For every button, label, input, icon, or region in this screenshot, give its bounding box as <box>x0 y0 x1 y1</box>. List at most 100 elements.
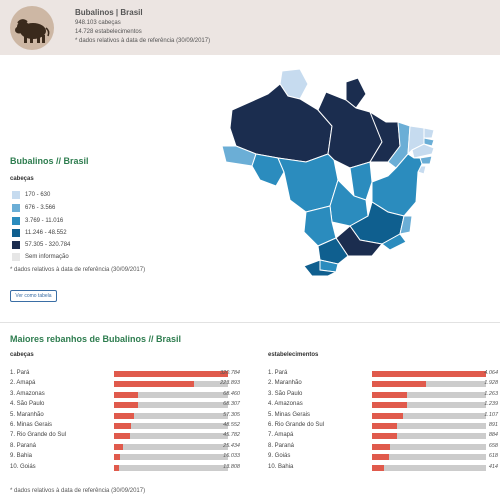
bar-fill <box>372 454 390 461</box>
ranking-reference-note: * dados relativos à data de referência (… <box>10 488 146 494</box>
ranking-row: 8. Paraná 658 <box>268 442 498 452</box>
brazil-map[interactable] <box>220 66 440 276</box>
ranking-row: 1. Pará 320.784 <box>10 369 240 379</box>
legend-item: 57.305 - 320.784 <box>12 240 70 249</box>
ranking-row: 3. Amazonas 68.460 <box>10 390 240 400</box>
bar-value: 25.434 <box>223 442 240 449</box>
bar-track <box>372 371 486 377</box>
bar-value: 4.064 <box>484 370 498 376</box>
bar-value: 16.033 <box>223 453 240 460</box>
bar-fill <box>372 464 384 471</box>
bar-fill <box>114 464 119 471</box>
column-header: estabelecimentos <box>268 352 319 358</box>
ranking-row: 10. Bahia 414 <box>268 463 498 473</box>
ranking-label: 9. Goiás <box>268 453 291 460</box>
bar-fill <box>114 402 139 409</box>
bar-value: 13.808 <box>223 463 240 470</box>
bar-value: 48.552 <box>223 421 240 428</box>
header-title: Bubalinos | Brasil <box>75 8 143 17</box>
ranking-row: 7. Rio Grande do Sul 45.782 <box>10 431 240 441</box>
legend-swatch <box>12 216 20 225</box>
ranking-label: 5. Maranhão <box>10 411 44 418</box>
ranking-label: 7. Rio Grande do Sul <box>10 432 67 439</box>
bar-value: 68.460 <box>223 390 240 397</box>
legend-item: 170 - 630 <box>12 190 50 199</box>
bar-value: 884 <box>488 432 498 439</box>
bar-track <box>372 402 486 409</box>
state-amapa <box>345 77 367 109</box>
ranking-row: 4. São Paulo 68.307 <box>10 400 240 410</box>
ranking-row: 4. Amazonas 1.239 <box>268 400 498 410</box>
buffalo-icon <box>10 6 54 50</box>
bar-value: 68.307 <box>223 401 240 408</box>
state-rio-grande-do-sul <box>303 259 338 276</box>
legend-item: 11.246 - 48.552 <box>12 228 67 237</box>
ranking-title: Maiores rebanhos de Bubalinos // Brasil <box>10 334 182 344</box>
legend-item: Sem informação <box>12 252 69 261</box>
bar-value: 658 <box>488 442 498 449</box>
bar-fill <box>372 433 397 440</box>
ranking-row: 2. Amapá 223.893 <box>10 379 240 389</box>
ranking-label: 8. Paraná <box>10 442 37 449</box>
bar-value: 618 <box>488 453 498 460</box>
ranking-label: 9. Bahia <box>10 453 33 460</box>
legend-item: 676 - 3.566 <box>12 203 55 212</box>
bar-fill <box>372 402 407 409</box>
bar-fill <box>372 422 397 429</box>
bar-value: 223.893 <box>220 380 240 387</box>
bar-value: 57.305 <box>223 411 240 418</box>
bar-track <box>372 391 486 398</box>
bar-fill <box>114 433 131 440</box>
state-paraiba <box>423 137 435 147</box>
header-reference-note: * dados relativos à data de referência (… <box>75 38 211 44</box>
bar-track <box>114 443 228 450</box>
ranking-row: 8. Paraná 25.434 <box>10 442 240 452</box>
legend-title: cabeças <box>10 176 34 182</box>
bar-value: 1.107 <box>484 411 498 418</box>
bar-track <box>114 412 228 419</box>
bar-value: 1.263 <box>484 390 498 397</box>
legend-label: 11.246 - 48.552 <box>25 229 67 236</box>
legend-label: 57.305 - 320.784 <box>25 241 71 248</box>
ranking-row: 3. São Paulo 1.263 <box>268 390 498 400</box>
bar-track <box>114 454 228 461</box>
state-pernambuco <box>411 143 435 159</box>
bar-track <box>372 433 486 440</box>
ranking-label: 2. Maranhão <box>268 380 302 387</box>
header-heads: 948.103 cabeças <box>75 20 121 26</box>
bar-track <box>114 433 228 440</box>
state-mato-grosso <box>277 153 339 213</box>
state-tocantins <box>349 161 373 201</box>
ranking-row: 10. Goiás 13.808 <box>10 463 240 473</box>
state-rio-de-janeiro <box>381 233 407 251</box>
legend-swatch <box>12 252 20 261</box>
legend-label: 3.769 - 11.016 <box>25 217 64 224</box>
legend-label: Sem informação <box>25 253 69 260</box>
bar-track <box>114 371 228 377</box>
map-reference-note: * dados relativos à data de referência (… <box>10 267 146 273</box>
ranking-label: 5. Minas Gerais <box>268 411 311 418</box>
bar-track <box>114 422 228 429</box>
ranking-label: 6. Rio Grande do Sul <box>268 421 325 428</box>
view-as-table-button[interactable]: Ver como tabela <box>10 290 57 302</box>
bar-value: 45.782 <box>223 432 240 439</box>
bar-value: 1.928 <box>484 380 498 387</box>
ranking-column-establishments: estabelecimentos 1. Pará 4.064 2. Maranhão… <box>268 352 498 473</box>
ranking-row: 9. Bahia 16.033 <box>10 452 240 462</box>
legend-item: 3.769 - 11.016 <box>12 216 63 225</box>
state-rio-grande-do-norte <box>423 127 435 139</box>
state-espirito-santo <box>399 215 413 235</box>
ranking-label: 8. Paraná <box>268 442 295 449</box>
bar-track <box>372 454 486 461</box>
bar-value: 414 <box>488 463 498 470</box>
legend-label: 676 - 3.566 <box>25 204 56 211</box>
ranking-row: 9. Goiás 618 <box>268 452 498 462</box>
state-bahia <box>371 153 423 217</box>
ranking-label: 2. Amapá <box>10 380 36 387</box>
bar-fill <box>372 412 404 419</box>
bar-fill <box>372 391 408 398</box>
bar-fill <box>114 443 124 450</box>
legend-swatch <box>12 240 20 249</box>
ranking-row: 7. Amapá 884 <box>268 431 498 441</box>
ranking-label: 3. São Paulo <box>268 390 303 397</box>
